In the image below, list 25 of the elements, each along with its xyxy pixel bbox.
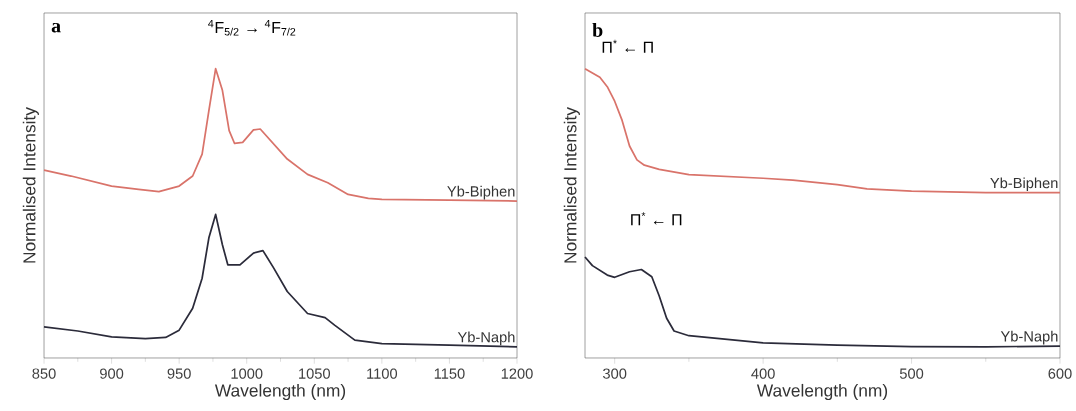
chart-title: a: [51, 22, 61, 33]
x-axis-title: Wavelength (nm): [214, 383, 346, 401]
text: Π$^{*}$ ← Π: [602, 39, 653, 53]
series-label: Yb-Naph: [1000, 330, 1058, 345]
x-tick-label: 1200: [501, 368, 533, 379]
x-tick-label: 500: [899, 368, 924, 379]
y-axis-title: Normalised Intensity: [563, 107, 580, 263]
x-tick-label: 1050: [299, 368, 331, 379]
x-tick-label: 850: [32, 368, 56, 379]
y-axis-title: Normalised Intensity: [22, 107, 39, 263]
x-tick-label: 950: [167, 368, 191, 379]
x-tick-label: 600: [1048, 368, 1072, 379]
x-tick-label: 1000: [231, 368, 263, 379]
x-tick-label: 1100: [367, 368, 398, 379]
x-axis-title: Wavelength (nm): [756, 383, 888, 401]
x-tick-label: 900: [100, 368, 124, 379]
x-tick-label: 1150: [434, 368, 465, 379]
x-tick-label: 300: [603, 368, 627, 379]
chart-title: b: [592, 22, 603, 37]
series-label: Yb-Naph: [457, 331, 515, 346]
x-tick-label: 400: [751, 368, 775, 379]
series-label: Yb-Biphen: [447, 185, 515, 200]
series-label: Yb-Biphen: [990, 177, 1058, 192]
annotation: Π$^{*}$ ← Π: [631, 212, 682, 226]
text: $^{4}$F$_{5/2}$ → $^{4}$F$_{7/2}$: [208, 19, 296, 36]
